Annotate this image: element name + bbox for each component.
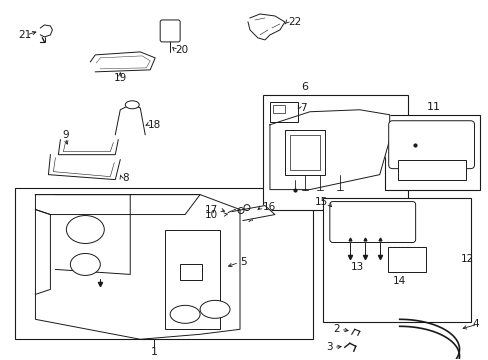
Ellipse shape bbox=[66, 216, 104, 243]
Bar bbox=[180, 265, 202, 280]
Bar bbox=[16, 188, 312, 339]
Polygon shape bbox=[41, 25, 52, 37]
Text: 12: 12 bbox=[460, 255, 473, 265]
Bar bbox=[322, 198, 469, 322]
Bar bbox=[289, 135, 319, 170]
Text: 16: 16 bbox=[263, 202, 276, 212]
Polygon shape bbox=[115, 105, 145, 135]
Bar bbox=[384, 115, 479, 190]
Text: 14: 14 bbox=[392, 276, 406, 287]
Ellipse shape bbox=[200, 300, 229, 318]
Text: 1: 1 bbox=[150, 347, 157, 357]
FancyBboxPatch shape bbox=[329, 202, 415, 243]
Polygon shape bbox=[269, 110, 389, 190]
Bar bbox=[269, 102, 297, 122]
Text: 21: 21 bbox=[19, 30, 32, 40]
Text: 10: 10 bbox=[204, 210, 218, 220]
Text: 5: 5 bbox=[240, 257, 246, 267]
Polygon shape bbox=[247, 14, 285, 40]
Text: 22: 22 bbox=[287, 17, 301, 27]
Text: 3: 3 bbox=[325, 342, 332, 352]
Text: 20: 20 bbox=[175, 45, 188, 55]
Polygon shape bbox=[55, 195, 130, 274]
Polygon shape bbox=[231, 206, 274, 221]
Bar bbox=[285, 130, 324, 175]
Ellipse shape bbox=[170, 305, 200, 323]
Polygon shape bbox=[90, 52, 155, 72]
Text: 4: 4 bbox=[472, 319, 479, 329]
Text: 17: 17 bbox=[204, 204, 218, 215]
Text: 13: 13 bbox=[350, 262, 364, 273]
FancyBboxPatch shape bbox=[160, 20, 180, 42]
Bar bbox=[397, 160, 465, 180]
FancyBboxPatch shape bbox=[388, 121, 473, 168]
Text: 11: 11 bbox=[426, 102, 440, 112]
Text: 18: 18 bbox=[148, 120, 161, 130]
Polygon shape bbox=[35, 195, 200, 215]
Text: 6: 6 bbox=[301, 82, 308, 92]
Bar bbox=[263, 95, 407, 210]
Text: 9: 9 bbox=[62, 130, 69, 140]
Bar bbox=[165, 230, 220, 329]
Polygon shape bbox=[58, 140, 118, 155]
Ellipse shape bbox=[125, 101, 139, 109]
Text: 8: 8 bbox=[122, 173, 129, 183]
Bar bbox=[272, 105, 285, 113]
Text: 19: 19 bbox=[113, 73, 126, 83]
Polygon shape bbox=[35, 210, 50, 294]
Text: 2: 2 bbox=[332, 324, 339, 334]
Polygon shape bbox=[48, 155, 120, 180]
Ellipse shape bbox=[70, 253, 100, 275]
Bar bbox=[387, 247, 425, 273]
Text: 15: 15 bbox=[314, 197, 327, 207]
Text: 7: 7 bbox=[299, 103, 306, 113]
